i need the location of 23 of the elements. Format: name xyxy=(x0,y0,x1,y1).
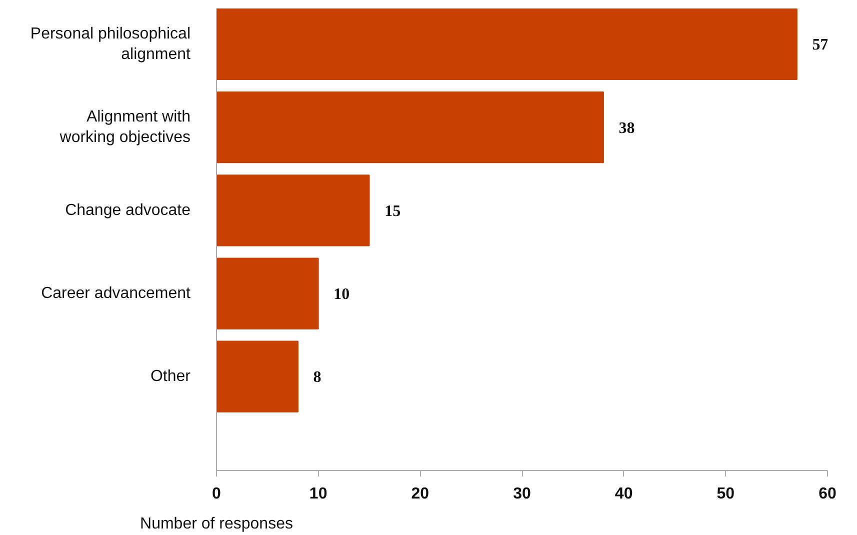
bar xyxy=(216,8,798,80)
y-tick-label: Change advocate xyxy=(65,202,191,219)
x-tick-label: 0 xyxy=(212,486,222,502)
bar xyxy=(216,340,298,412)
data-label: 8 xyxy=(313,369,322,386)
y-tick-label: Alignment with working objectives xyxy=(58,108,191,146)
bar xyxy=(216,258,319,330)
data-label: 15 xyxy=(384,202,401,220)
x-tick-label: 10 xyxy=(309,486,328,502)
data-label: 57 xyxy=(812,36,828,54)
bar xyxy=(216,92,604,164)
y-tick-label: Career advancement xyxy=(41,285,192,302)
x-axis-title: Number of responses xyxy=(140,516,293,532)
y-tick-label: Personal philosophical alignment xyxy=(30,26,192,63)
y-tick-label: Other xyxy=(150,368,192,386)
x-tick-label: 20 xyxy=(411,486,430,502)
x-tick-label: 60 xyxy=(818,486,836,502)
data-label: 38 xyxy=(618,120,635,137)
x-tick-label: 30 xyxy=(513,486,531,502)
data-label: 10 xyxy=(334,286,350,304)
x-tick-label: 50 xyxy=(716,486,735,502)
x-tick-label: 40 xyxy=(614,486,633,502)
bar xyxy=(216,174,370,246)
